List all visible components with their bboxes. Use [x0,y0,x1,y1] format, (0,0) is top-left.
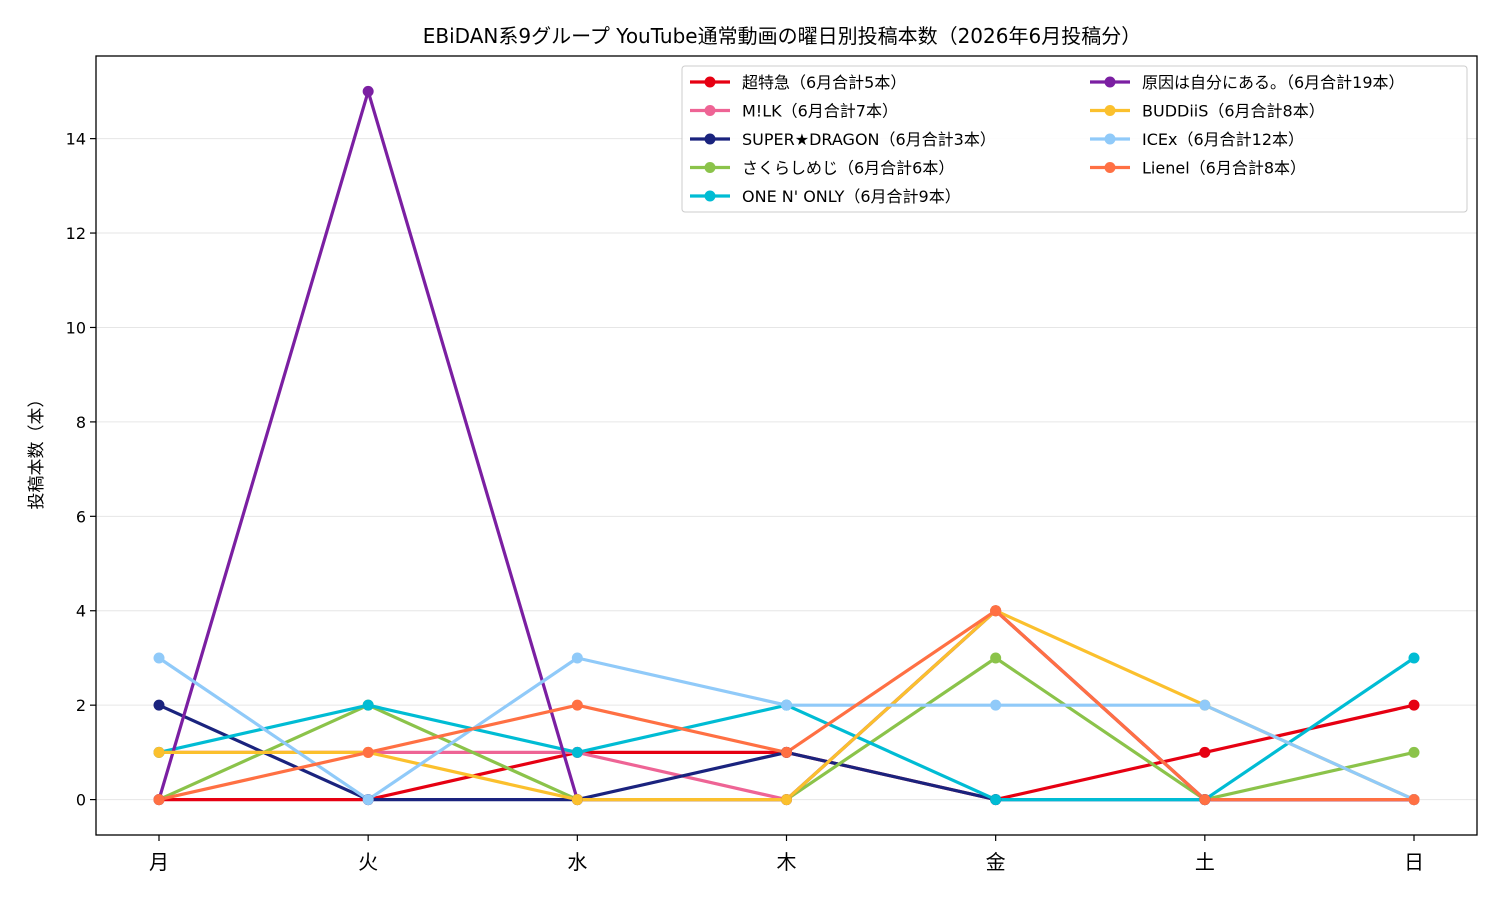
legend-marker [704,105,716,116]
data-point [153,794,165,806]
data-point [571,746,583,758]
data-point [781,794,792,806]
data-point [1408,652,1420,664]
data-point [153,699,165,711]
data-point [990,652,1002,664]
legend-marker [1104,162,1116,173]
data-point [1408,699,1420,711]
legend-label: 超特急（6月合計5本） [742,73,906,92]
y-tick-label: 8 [76,413,86,432]
series-points [153,85,1420,806]
data-point [362,794,374,806]
legend-marker [704,162,716,173]
x-tick-label: 日 [1404,850,1424,874]
legend-marker [1104,133,1116,145]
data-point [781,699,792,711]
x-tick-label: 金 [986,850,1006,874]
legend-marker [704,190,716,202]
series-line-4 [157,656,1416,802]
x-tick-label: 水 [567,850,587,874]
y-tick-label: 12 [66,224,86,243]
legend-label: BUDDiiS（6月合計8本） [1142,102,1325,121]
legend-label: 原因は自分にある。（6月合計19本） [1142,73,1405,92]
y-tick-label: 4 [76,602,86,621]
data-point [153,652,165,664]
data-point [571,652,583,664]
legend-label: さくらしめじ（6月合計6本） [742,159,954,178]
y-tick-label: 6 [76,507,86,526]
data-point [990,699,1002,711]
y-axis-ticks: 0 2 4 6 8 10 12 14 [66,130,96,810]
data-point [362,699,374,711]
legend-marker [1104,105,1116,116]
legend-label: ICEx（6月合計12本） [1142,130,1304,149]
legend-marker [704,133,716,145]
data-point [1199,746,1211,758]
x-tick-label: 月 [149,850,169,874]
data-point [1199,699,1211,711]
y-tick-label: 0 [76,791,86,810]
data-point [571,794,583,806]
legend: 超特急（6月合計5本） M!LK（6月合計7本） SUPER★DRAGON（6月合計… [681,65,1468,213]
x-tick-label: 土 [1195,850,1215,874]
x-tick-label: 火 [358,850,378,874]
y-tick-label: 2 [76,696,86,715]
legend-label: ONE N' ONLY（6月合計9本） [742,187,961,206]
y-axis-label: 投稿本数（本） [27,391,47,510]
data-point [1408,794,1420,806]
data-point [571,699,583,711]
data-point [1408,746,1420,758]
y-tick-label: 14 [66,130,86,149]
data-point [1199,794,1211,806]
legend-label: M!LK（6月合計7本） [742,102,898,121]
data-point [990,605,1002,617]
legend-box [681,65,1468,213]
series-line-3 [157,656,1416,802]
data-point [153,746,165,758]
y-tick-label: 10 [66,318,86,337]
data-point [781,746,792,758]
legend-marker [1104,76,1116,88]
data-point [990,794,1002,806]
legend-label: Lienel（6月合計8本） [1142,159,1306,178]
legend-label: SUPER★DRAGON（6月合計3本） [742,130,996,149]
x-tick-label: 木 [777,850,797,874]
chart-title: EBiDAN系9グループ YouTube通常動画の曜日別投稿本数（2026年6月… [423,24,1141,48]
x-axis-ticks: 月火水木金土日 [149,835,1424,874]
legend-marker [704,76,716,88]
data-point [362,85,374,97]
series-line-7 [157,656,1416,802]
data-point [362,746,374,758]
